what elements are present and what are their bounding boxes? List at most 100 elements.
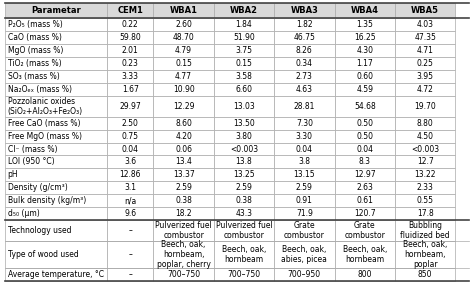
- Text: 29.97: 29.97: [119, 102, 141, 111]
- Text: 850: 850: [418, 270, 432, 279]
- Text: 0.04: 0.04: [296, 145, 313, 153]
- Text: Beech, oak,
abies, picea: Beech, oak, abies, picea: [282, 245, 327, 264]
- Text: 0.38: 0.38: [236, 197, 253, 205]
- FancyBboxPatch shape: [274, 70, 335, 83]
- Text: 0.22: 0.22: [122, 20, 138, 29]
- FancyBboxPatch shape: [107, 3, 154, 18]
- FancyBboxPatch shape: [335, 130, 395, 143]
- FancyBboxPatch shape: [335, 181, 395, 195]
- Text: 13.50: 13.50: [233, 118, 255, 128]
- FancyBboxPatch shape: [214, 116, 274, 130]
- FancyBboxPatch shape: [274, 195, 335, 207]
- FancyBboxPatch shape: [154, 181, 214, 195]
- FancyBboxPatch shape: [274, 83, 335, 96]
- FancyBboxPatch shape: [107, 96, 154, 116]
- FancyBboxPatch shape: [335, 44, 395, 57]
- FancyBboxPatch shape: [335, 70, 395, 83]
- Text: 4.30: 4.30: [356, 46, 373, 55]
- FancyBboxPatch shape: [274, 181, 335, 195]
- FancyBboxPatch shape: [154, 155, 214, 168]
- Text: 18.2: 18.2: [175, 209, 192, 218]
- Text: 2.33: 2.33: [417, 183, 434, 193]
- Text: 13.8: 13.8: [236, 157, 252, 166]
- FancyBboxPatch shape: [5, 241, 107, 268]
- Text: 12.97: 12.97: [354, 170, 375, 179]
- Text: 700–750: 700–750: [167, 270, 200, 279]
- FancyBboxPatch shape: [335, 57, 395, 70]
- FancyBboxPatch shape: [5, 57, 107, 70]
- FancyBboxPatch shape: [395, 130, 456, 143]
- FancyBboxPatch shape: [395, 181, 456, 195]
- Text: WBA4: WBA4: [351, 6, 379, 15]
- Text: 3.8: 3.8: [298, 157, 310, 166]
- Text: 13.37: 13.37: [173, 170, 194, 179]
- FancyBboxPatch shape: [214, 18, 274, 31]
- Text: 59.80: 59.80: [119, 33, 141, 42]
- Text: 1.17: 1.17: [356, 59, 373, 68]
- FancyBboxPatch shape: [335, 143, 395, 155]
- FancyBboxPatch shape: [214, 168, 274, 181]
- FancyBboxPatch shape: [395, 143, 456, 155]
- FancyBboxPatch shape: [335, 241, 395, 268]
- Text: 13.15: 13.15: [293, 170, 315, 179]
- Text: Beech, oak,
hornbeam: Beech, oak, hornbeam: [343, 245, 387, 264]
- Text: Beech, oak,
hornbeam,
poplar: Beech, oak, hornbeam, poplar: [403, 240, 447, 270]
- FancyBboxPatch shape: [107, 18, 154, 31]
- FancyBboxPatch shape: [154, 31, 214, 44]
- FancyBboxPatch shape: [395, 241, 456, 268]
- Text: 8.26: 8.26: [296, 46, 313, 55]
- Text: 1.82: 1.82: [296, 20, 313, 29]
- FancyBboxPatch shape: [214, 3, 274, 18]
- Text: LOI (950 °C): LOI (950 °C): [8, 157, 54, 166]
- FancyBboxPatch shape: [274, 116, 335, 130]
- FancyBboxPatch shape: [107, 241, 154, 268]
- Text: Bubbling
fluidized bed: Bubbling fluidized bed: [401, 221, 450, 240]
- FancyBboxPatch shape: [5, 220, 107, 241]
- Text: 4.50: 4.50: [417, 131, 434, 141]
- FancyBboxPatch shape: [5, 168, 107, 181]
- Text: 700–750: 700–750: [228, 270, 261, 279]
- FancyBboxPatch shape: [395, 57, 456, 70]
- Text: 0.04: 0.04: [356, 145, 373, 153]
- Text: 8.3: 8.3: [359, 157, 371, 166]
- FancyBboxPatch shape: [335, 195, 395, 207]
- Text: Beech, oak,
hornbeam: Beech, oak, hornbeam: [222, 245, 266, 264]
- Text: 0.50: 0.50: [356, 131, 373, 141]
- Text: 0.15: 0.15: [236, 59, 253, 68]
- FancyBboxPatch shape: [274, 96, 335, 116]
- FancyBboxPatch shape: [395, 168, 456, 181]
- Text: WBA1: WBA1: [170, 6, 198, 15]
- FancyBboxPatch shape: [5, 70, 107, 83]
- Text: CEM1: CEM1: [117, 6, 143, 15]
- Text: 2.73: 2.73: [296, 72, 313, 81]
- FancyBboxPatch shape: [395, 31, 456, 44]
- FancyBboxPatch shape: [154, 143, 214, 155]
- FancyBboxPatch shape: [107, 116, 154, 130]
- Text: 3.95: 3.95: [417, 72, 434, 81]
- FancyBboxPatch shape: [214, 143, 274, 155]
- FancyBboxPatch shape: [335, 220, 395, 241]
- FancyBboxPatch shape: [335, 31, 395, 44]
- FancyBboxPatch shape: [154, 83, 214, 96]
- Text: 0.23: 0.23: [122, 59, 138, 68]
- Text: 0.55: 0.55: [417, 197, 434, 205]
- Text: 4.72: 4.72: [417, 85, 434, 94]
- Text: 4.59: 4.59: [356, 85, 373, 94]
- FancyBboxPatch shape: [214, 130, 274, 143]
- Text: 0.60: 0.60: [356, 72, 373, 81]
- Text: MgO (mass %): MgO (mass %): [8, 46, 63, 55]
- FancyBboxPatch shape: [214, 220, 274, 241]
- Text: 4.03: 4.03: [417, 20, 434, 29]
- FancyBboxPatch shape: [154, 241, 214, 268]
- FancyBboxPatch shape: [107, 155, 154, 168]
- FancyBboxPatch shape: [395, 96, 456, 116]
- FancyBboxPatch shape: [214, 207, 274, 220]
- Text: 6.60: 6.60: [236, 85, 253, 94]
- Text: Technology used: Technology used: [8, 226, 71, 235]
- FancyBboxPatch shape: [274, 207, 335, 220]
- FancyBboxPatch shape: [107, 181, 154, 195]
- Text: 71.9: 71.9: [296, 209, 313, 218]
- FancyBboxPatch shape: [274, 3, 335, 18]
- FancyBboxPatch shape: [154, 116, 214, 130]
- Text: 1.67: 1.67: [122, 85, 138, 94]
